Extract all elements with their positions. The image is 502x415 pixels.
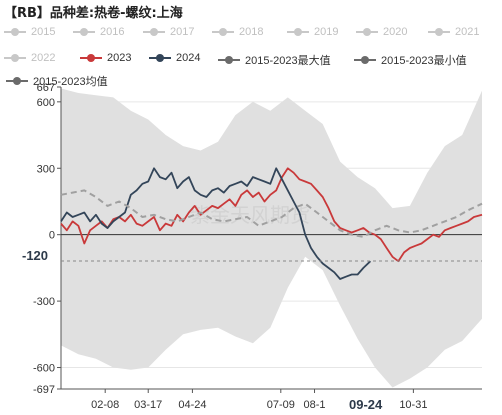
circle-marker-icon <box>218 56 240 64</box>
legend-label: 2015-2023最大值 <box>245 55 331 67</box>
legend-item-2023[interactable]: 2023 <box>80 52 131 64</box>
series-2023-line <box>60 167 483 263</box>
chart-legend: 2015 2016 2017 2018 2019 2020 2021 2022 … <box>0 0 502 90</box>
legend-item-max[interactable]: 2015-2023最大值 <box>218 52 331 68</box>
legend-item-2019[interactable]: 2019 <box>287 26 338 38</box>
legend-label: 2017 <box>170 26 195 38</box>
legend-item-2016[interactable]: 2016 <box>73 26 124 38</box>
y-tick-label: -697 <box>33 384 55 396</box>
y-cursor-label: -120 <box>20 248 51 263</box>
circle-marker-icon <box>143 28 165 36</box>
legend-label: 2019 <box>314 26 339 38</box>
x-tick-label: 02-08 <box>91 399 119 411</box>
legend-item-2024[interactable]: 2024 <box>149 52 200 64</box>
x-tick-label: 03-17 <box>134 399 162 411</box>
x-tick-label: 10-31 <box>399 399 427 411</box>
legend-label: 2015-2023均值 <box>33 76 108 88</box>
y-tick-label: 667 <box>37 82 55 94</box>
y-tick-label: -300 <box>33 296 55 308</box>
x-tick-label: 04-24 <box>178 399 206 411</box>
x-cursor-label: 09-24 <box>347 397 385 412</box>
circle-marker-icon <box>428 28 450 36</box>
legend-item-mean[interactable]: 2015-2023均值 <box>6 73 108 89</box>
x-tick-label: 08-1 <box>304 399 326 411</box>
legend-label: 2021 <box>455 26 480 38</box>
max-min-range-band <box>61 88 482 388</box>
circle-marker-icon <box>6 77 28 85</box>
legend-label: 2015 <box>31 26 56 38</box>
legend-item-2018[interactable]: 2018 <box>212 26 263 38</box>
legend-item-2017[interactable]: 2017 <box>143 26 194 38</box>
legend-label: 2022 <box>31 52 56 64</box>
legend-label: 2020 <box>383 26 408 38</box>
y-tick-label: 0 <box>49 230 55 242</box>
legend-item-min[interactable]: 2015-2023最小值 <box>354 52 467 68</box>
legend-label: 2024 <box>176 52 201 64</box>
circle-marker-icon <box>80 54 102 62</box>
series-2024-line <box>60 167 372 280</box>
circle-marker-icon <box>4 54 26 62</box>
circle-marker-icon <box>356 28 378 36</box>
axes: 667 600 300 0 -300 -600 -697 02-08 03-17 04-24 07-… <box>33 82 482 411</box>
legend-item-2021[interactable]: 2021 <box>428 26 479 38</box>
y-tick-label: 600 <box>37 97 55 109</box>
chart-title: 【RB】品种差:热卷-螺纹:上海 <box>4 6 183 21</box>
legend-label: 2016 <box>100 26 125 38</box>
legend-label: 2023 <box>107 52 132 64</box>
watermark: 紫金天风期货 <box>190 203 310 227</box>
legend-label: 2015-2023最小值 <box>381 55 467 67</box>
circle-marker-icon <box>287 28 309 36</box>
y-tick-label: 300 <box>37 163 55 175</box>
circle-marker-icon <box>4 28 26 36</box>
legend-item-2015[interactable]: 2015 <box>4 26 55 38</box>
circle-marker-icon <box>73 28 95 36</box>
series-lines <box>60 167 483 280</box>
circle-marker-icon <box>149 54 171 62</box>
y-tick-label: -600 <box>33 363 55 375</box>
circle-marker-icon <box>212 28 234 36</box>
legend-item-2022[interactable]: 2022 <box>4 52 55 64</box>
x-tick-label: 07-09 <box>267 399 295 411</box>
legend-label: 2018 <box>239 26 264 38</box>
circle-marker-icon <box>354 56 376 64</box>
legend-item-2020[interactable]: 2020 <box>356 26 407 38</box>
